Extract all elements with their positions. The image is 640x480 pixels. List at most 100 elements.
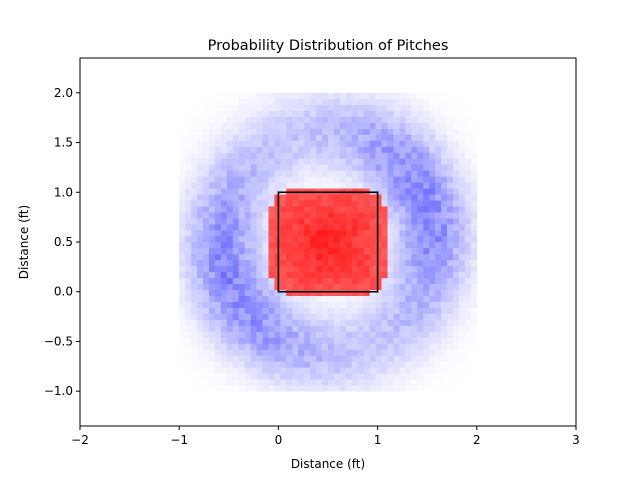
heatmap-cell [214, 242, 222, 249]
heatmap-cell [435, 170, 442, 177]
heatmap-cell [226, 247, 234, 255]
heatmap-cell [316, 242, 323, 249]
heatmap-cell [310, 182, 317, 189]
heatmap-cell [250, 319, 257, 326]
heatmap-cell [286, 313, 293, 320]
heatmap-cell [256, 176, 263, 183]
heatmap-cell [411, 230, 418, 237]
heatmap-cell [411, 146, 418, 153]
heatmap-cell [393, 313, 400, 320]
heatmap-cell [405, 301, 412, 308]
heatmap-cell [316, 206, 323, 213]
heatmap-cell [316, 212, 323, 219]
heatmap-cell [280, 152, 287, 159]
heatmap-cell [298, 265, 305, 273]
heatmap-cell [286, 164, 293, 171]
heatmap-cell [310, 212, 317, 219]
heatmap-cell [310, 122, 317, 129]
heatmap-cell [417, 104, 424, 112]
heatmap-cell [411, 104, 418, 112]
heatmap-cell [393, 128, 400, 135]
heatmap-cell [262, 247, 269, 255]
heatmap-cell [381, 236, 388, 243]
heatmap-cell [470, 343, 478, 350]
heatmap-cell [256, 307, 263, 314]
heatmap-cell [304, 218, 311, 225]
heatmap-cell [328, 385, 335, 392]
heatmap-cell [268, 355, 275, 362]
heatmap-cell [208, 134, 216, 141]
heatmap-cell [369, 98, 376, 106]
heatmap-cell [399, 295, 406, 302]
heatmap-cell [464, 128, 472, 135]
heatmap-cell [220, 206, 228, 213]
heatmap-cell [452, 265, 460, 273]
heatmap-cell [405, 218, 412, 225]
heatmap-cell [447, 98, 454, 106]
heatmap-cell [286, 242, 293, 249]
heatmap-cell [262, 128, 269, 135]
heatmap-cell [405, 265, 412, 273]
heatmap-cell [375, 164, 382, 171]
heatmap-cell [197, 194, 204, 201]
heatmap-cell [191, 182, 198, 189]
heatmap-cell [339, 218, 347, 225]
heatmap-cell [185, 122, 192, 129]
heatmap-cell [203, 265, 210, 273]
heatmap-cell [310, 337, 317, 344]
heatmap-cell [262, 206, 269, 213]
heatmap-cell [203, 206, 210, 213]
heatmap-cell [250, 301, 257, 308]
heatmap-cell [339, 349, 347, 356]
heatmap-cell [369, 242, 376, 249]
heatmap-cell [256, 164, 263, 171]
heatmap-cell [191, 98, 198, 106]
heatmap-cell [458, 337, 466, 344]
heatmap-cell [328, 230, 335, 237]
heatmap-cell [429, 307, 436, 314]
heatmap-cell [328, 206, 335, 213]
heatmap-cell [405, 289, 412, 297]
heatmap-cell [220, 188, 228, 195]
heatmap-cell [304, 361, 311, 368]
heatmap-cell [262, 277, 269, 285]
heatmap-cell [244, 313, 251, 320]
heatmap-cell [322, 152, 329, 159]
heatmap-cell [470, 116, 478, 123]
heatmap-cell [310, 164, 317, 171]
heatmap-cell [310, 140, 317, 147]
heatmap-cell [310, 128, 317, 135]
heatmap-cell [399, 331, 406, 338]
heatmap-cell [208, 104, 216, 112]
heatmap-cell [203, 271, 210, 279]
heatmap-cell [429, 236, 436, 243]
heatmap-cell [441, 301, 448, 308]
heatmap-cell [447, 289, 454, 297]
heatmap-cell [339, 319, 347, 326]
heatmap-cell [387, 253, 394, 261]
heatmap-cell [429, 295, 436, 302]
heatmap-cell [274, 247, 281, 255]
heatmap-cell [280, 343, 287, 350]
heatmap-cell [250, 265, 257, 273]
heatmap-cell [310, 98, 317, 106]
heatmap-cell [375, 331, 382, 338]
heatmap-cell [203, 122, 210, 129]
heatmap-cell [214, 325, 222, 332]
heatmap-cell [191, 265, 198, 273]
heatmap-cell [405, 242, 412, 249]
heatmap-cell [244, 277, 251, 285]
heatmap-cell [220, 313, 228, 320]
heatmap-cell [286, 170, 293, 177]
heatmap-cell [405, 230, 412, 237]
heatmap-cell [238, 313, 245, 320]
heatmap-cell [268, 200, 275, 207]
heatmap-cell [441, 146, 448, 153]
heatmap-cell [452, 206, 460, 213]
heatmap-cell [226, 259, 234, 267]
heatmap-cell [292, 379, 299, 386]
heatmap-cell [381, 277, 388, 285]
heatmap-cell [280, 236, 287, 243]
heatmap-cell [292, 140, 299, 147]
heatmap-cell [423, 247, 430, 255]
